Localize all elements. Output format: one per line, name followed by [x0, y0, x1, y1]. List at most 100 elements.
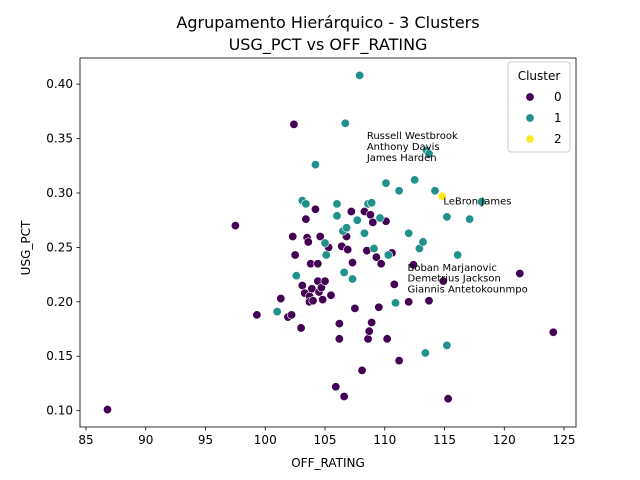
data-point: [442, 340, 452, 350]
data-point: [367, 198, 377, 208]
x-tick-label: 125: [553, 433, 576, 447]
data-point: [357, 365, 367, 375]
player-annotation: Boban Marjanovic: [407, 263, 496, 274]
data-point: [404, 297, 414, 307]
y-tick-label: 0.35: [46, 132, 73, 146]
player-annotation: LeBron James: [443, 196, 511, 207]
data-point: [321, 250, 331, 260]
plot-frame: [79, 57, 577, 428]
data-point: [389, 279, 399, 289]
legend-marker-0: [525, 92, 535, 102]
x-tick-label: 120: [493, 433, 516, 447]
data-point: [442, 212, 452, 222]
data-point: [374, 302, 384, 312]
data-point: [410, 175, 420, 185]
data-point: [296, 323, 306, 333]
data-point: [276, 294, 286, 304]
data-point: [438, 276, 448, 286]
data-point: [343, 245, 353, 255]
data-point: [443, 394, 453, 404]
data-point: [252, 310, 262, 320]
legend-label-1: 1: [554, 111, 562, 125]
data-point: [394, 356, 404, 366]
data-point: [272, 307, 282, 317]
data-point: [391, 298, 401, 308]
legend-marker-1: [525, 113, 535, 123]
chart-title-line-2: USG_PCT vs OFF_RATING: [229, 35, 428, 55]
data-point: [376, 259, 386, 269]
data-point: [394, 186, 404, 196]
legend-title: Cluster: [518, 69, 561, 83]
y-tick-label: 0.30: [46, 186, 73, 200]
data-point: [364, 326, 374, 336]
data-point: [408, 260, 418, 270]
data-point: [320, 276, 330, 286]
data-point: [342, 223, 352, 233]
data-point: [359, 228, 369, 238]
data-point: [369, 243, 379, 253]
data-point: [383, 250, 393, 260]
x-tick-label: 95: [198, 433, 213, 447]
data-point: [340, 118, 350, 128]
data-point: [288, 232, 298, 242]
x-tick-label: 105: [314, 433, 337, 447]
data-point: [382, 334, 392, 344]
data-point: [350, 303, 360, 313]
data-point: [515, 269, 525, 279]
data-point: [102, 405, 112, 415]
player-annotation: James Harden: [366, 153, 437, 164]
data-point: [318, 295, 328, 305]
data-point: [310, 160, 320, 170]
x-tick-label: 115: [433, 433, 456, 447]
data-point: [320, 238, 330, 248]
data-point: [339, 267, 349, 277]
chart-title-line-1: Agrupamento Hierárquico - 3 Clusters: [176, 13, 479, 32]
data-point: [332, 211, 342, 221]
data-point: [289, 119, 299, 129]
y-tick-label: 0.20: [46, 295, 73, 309]
x-tick-label: 85: [78, 433, 93, 447]
data-point: [326, 290, 336, 300]
data-point: [339, 392, 349, 402]
legend-label-2: 2: [554, 132, 562, 146]
player-annotation: Russell Westbrook: [367, 131, 458, 142]
data-point: [315, 232, 325, 242]
x-tick-label: 100: [254, 433, 277, 447]
data-point: [230, 221, 240, 231]
data-point: [368, 217, 378, 227]
legend: Cluster 0 1 2: [507, 61, 571, 153]
data-point: [375, 213, 385, 223]
data-point: [352, 215, 362, 225]
x-axis-label: OFF_RATING: [291, 456, 365, 470]
data-point: [348, 258, 358, 268]
data-point: [437, 191, 447, 201]
y-tick-label: 0.10: [46, 404, 73, 418]
y-tick-label: 0.15: [46, 349, 73, 363]
data-point: [430, 186, 440, 196]
legend-frame: [507, 61, 571, 153]
y-tick-label: 0.40: [46, 77, 73, 91]
player-annotation: Anthony Davis: [367, 142, 440, 153]
data-point: [331, 382, 341, 392]
data-point: [287, 310, 297, 320]
data-point: [291, 271, 301, 281]
data-point: [420, 348, 430, 358]
data-point: [363, 334, 373, 344]
data-point: [365, 210, 375, 220]
data-point: [308, 296, 318, 306]
player-annotation: Demetrius Jackson: [407, 274, 500, 285]
legend-marker-2: [525, 134, 535, 144]
data-point: [355, 70, 365, 80]
legend-label-0: 0: [554, 90, 562, 104]
data-point: [465, 214, 475, 224]
data-point: [297, 280, 307, 290]
data-point: [424, 149, 434, 159]
x-tick-label: 110: [373, 433, 396, 447]
data-point: [381, 178, 391, 188]
y-tick-label: 0.25: [46, 240, 73, 254]
data-point: [303, 237, 313, 247]
data-point: [290, 250, 300, 260]
data-point: [332, 199, 342, 209]
data-point: [334, 334, 344, 344]
